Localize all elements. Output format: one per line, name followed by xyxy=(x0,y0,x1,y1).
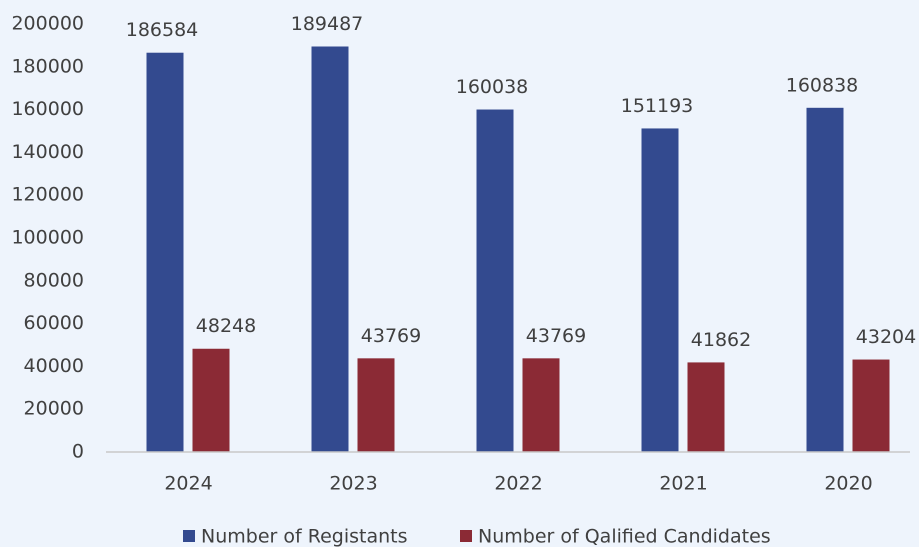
bar xyxy=(687,362,725,452)
x-tick-label: 2023 xyxy=(329,473,377,495)
bar xyxy=(476,109,514,452)
value-label: 43204 xyxy=(856,326,916,348)
bar xyxy=(522,358,560,452)
y-tick-label: 200000 xyxy=(11,13,84,35)
bar xyxy=(311,46,349,453)
y-tick-label: 20000 xyxy=(24,398,84,420)
legend-swatch xyxy=(183,530,195,542)
value-label: 189487 xyxy=(291,13,364,35)
bar xyxy=(806,107,844,453)
y-tick-label: 140000 xyxy=(11,141,84,163)
value-label: 43769 xyxy=(361,325,421,347)
y-tick-label: 120000 xyxy=(11,184,84,206)
y-tick-label: 60000 xyxy=(24,312,84,334)
value-label: 186584 xyxy=(126,19,199,41)
value-label: 160838 xyxy=(786,74,859,96)
value-label: 151193 xyxy=(621,95,694,117)
y-tick-label: 160000 xyxy=(11,98,84,120)
value-label: 48248 xyxy=(196,315,256,337)
legend-swatch xyxy=(460,530,472,542)
y-tick-label: 80000 xyxy=(24,269,84,291)
x-tick-label: 2020 xyxy=(824,473,872,495)
value-label: 43769 xyxy=(526,325,586,347)
legend-label: Number of Qalified Candidates xyxy=(478,526,771,547)
y-tick-label: 40000 xyxy=(24,355,84,377)
bar xyxy=(641,128,679,453)
bar xyxy=(192,348,230,452)
x-tick-label: 2021 xyxy=(659,473,707,495)
y-tick-label: 0 xyxy=(72,441,84,463)
y-tick-label: 180000 xyxy=(11,55,84,77)
x-tick-label: 2022 xyxy=(494,473,542,495)
bar xyxy=(852,359,890,452)
legend-label: Number of Registants xyxy=(201,526,407,547)
x-tick-label: 2024 xyxy=(164,473,212,495)
bar xyxy=(357,358,395,452)
y-tick-label: 100000 xyxy=(11,227,84,249)
value-label: 160038 xyxy=(456,76,529,98)
value-label: 41862 xyxy=(691,329,751,351)
bar xyxy=(146,52,184,453)
